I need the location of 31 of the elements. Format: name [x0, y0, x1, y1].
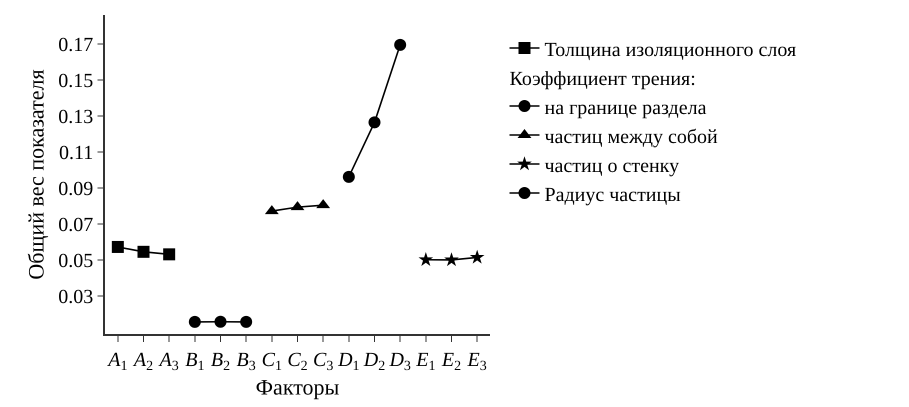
legend-label: Радиус частицы	[544, 184, 681, 206]
x-axis-title: Факторы	[256, 374, 340, 400]
x-tick-label: D$_{3}$	[388, 348, 411, 374]
legend-label: частиц о стенку	[544, 154, 680, 177]
x-tick-label: D$_{2}$	[362, 348, 386, 374]
y-tick-label: 0.09	[58, 178, 94, 200]
x-tick-label: A$_{1}$	[106, 348, 128, 374]
x-tick-label: A$_{3}$	[158, 348, 179, 374]
y-axis-title: Общий вес показателя	[24, 69, 49, 280]
y-tick-label: 0.11	[58, 142, 94, 164]
y-tick-label: 0.05	[58, 250, 94, 272]
y-tick-label: 0.15	[58, 70, 94, 92]
x-tick-label: B$_{3}$	[236, 348, 256, 374]
y-tick-label: 0.17	[58, 34, 94, 56]
legend-label: Толщина изоляционного слоя	[544, 38, 796, 61]
x-tick-label: E$_{1}$	[415, 348, 436, 374]
x-tick-label: E$_{3}$	[466, 348, 487, 374]
legend-title: Коэффициент трения:	[509, 68, 696, 90]
x-tick-label: B$_{2}$	[210, 348, 230, 374]
x-tick-label: B$_{1}$	[185, 348, 204, 374]
x-tick-label: D$_{1}$	[337, 348, 360, 374]
legend-label: частиц между собой	[544, 126, 718, 148]
x-tick-label: C$_{1}$	[262, 348, 282, 374]
y-tick-label: 0.13	[58, 106, 94, 128]
y-tick-label: 0.03	[58, 286, 94, 308]
y-tick-label: 0.07	[58, 214, 94, 236]
x-tick-label: E$_{2}$	[440, 348, 462, 374]
x-tick-label: A$_{2}$	[132, 348, 154, 374]
x-tick-label: C$_{3}$	[313, 348, 334, 374]
legend-label: на границе раздела	[544, 96, 707, 119]
x-tick-label: C$_{2}$	[287, 348, 308, 374]
